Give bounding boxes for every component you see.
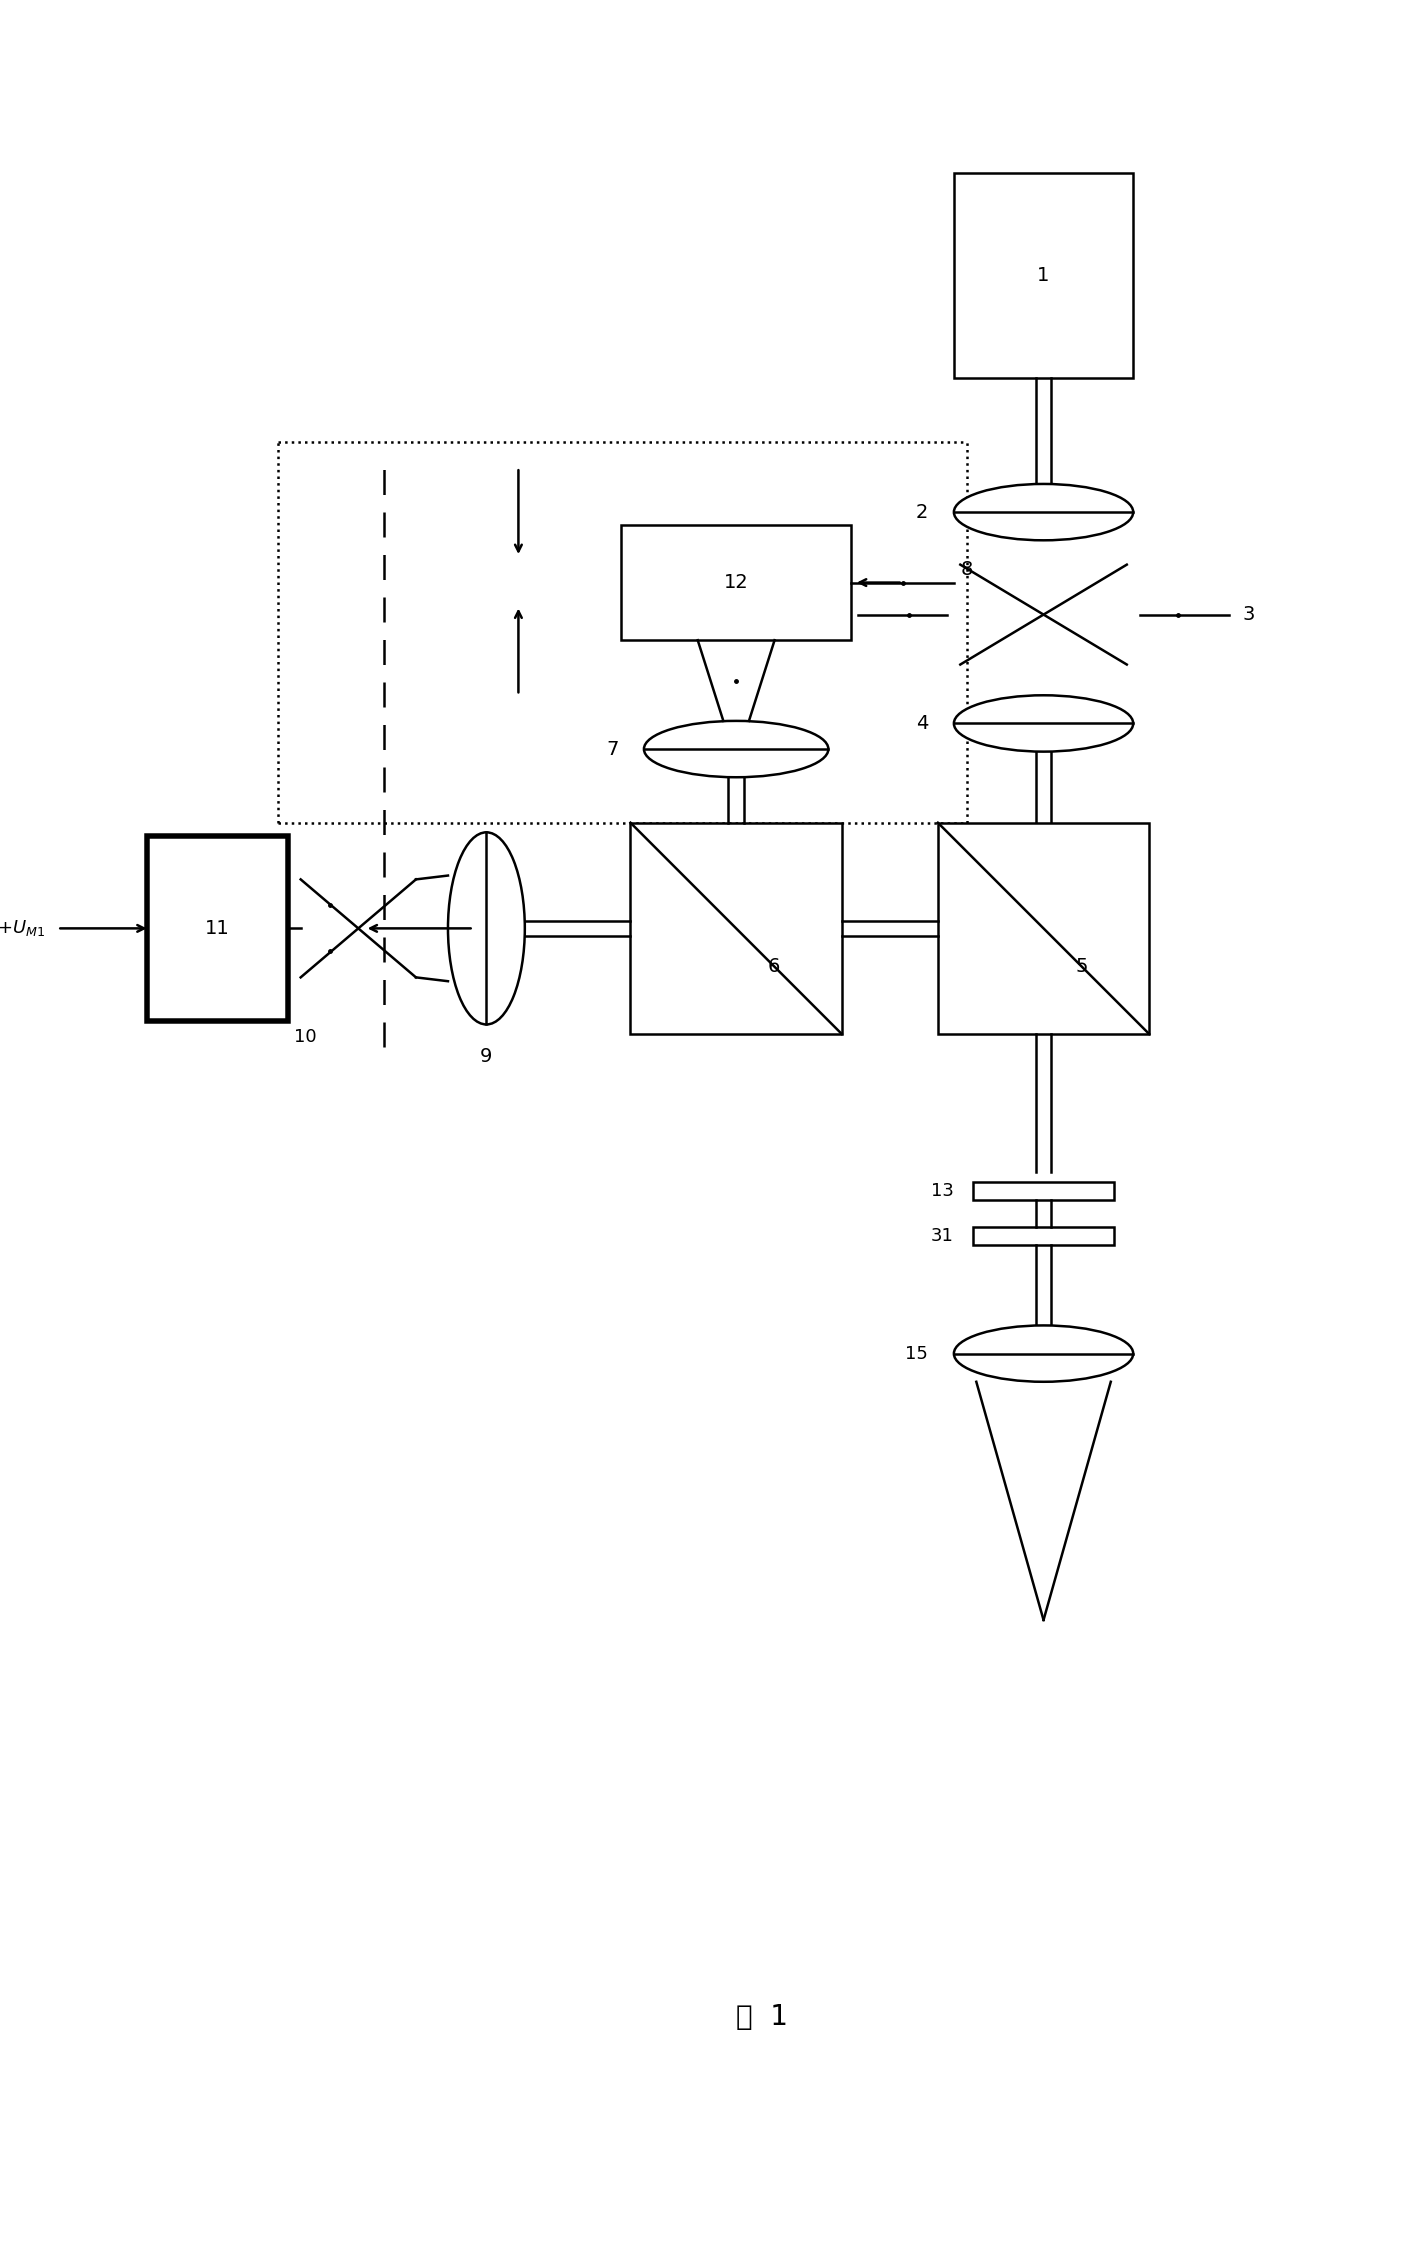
Bar xyxy=(973,1226,1114,1244)
Text: 10: 10 xyxy=(295,1029,317,1047)
Text: 3: 3 xyxy=(1242,605,1255,623)
Text: 31: 31 xyxy=(931,1226,953,1244)
Ellipse shape xyxy=(953,695,1133,751)
Text: 2: 2 xyxy=(916,502,928,522)
Ellipse shape xyxy=(953,484,1133,540)
Bar xyxy=(953,173,1133,379)
Text: 8: 8 xyxy=(961,560,973,578)
Text: 6: 6 xyxy=(768,957,780,975)
Text: 7: 7 xyxy=(606,740,619,757)
Ellipse shape xyxy=(448,831,525,1024)
Bar xyxy=(620,524,851,641)
Ellipse shape xyxy=(953,1324,1133,1383)
Text: 13: 13 xyxy=(931,1181,953,1199)
Text: 5: 5 xyxy=(1076,957,1087,975)
Text: 图  1: 图 1 xyxy=(736,2003,788,2030)
Bar xyxy=(938,822,1150,1033)
Bar xyxy=(630,822,842,1033)
Text: 12: 12 xyxy=(724,574,748,592)
Text: 15: 15 xyxy=(905,1345,928,1363)
Text: 4: 4 xyxy=(916,715,928,733)
Text: $+U_{M1}$: $+U_{M1}$ xyxy=(0,919,44,939)
Bar xyxy=(973,1181,1114,1199)
Text: 11: 11 xyxy=(205,919,229,939)
Ellipse shape xyxy=(645,722,828,778)
Bar xyxy=(147,836,287,1022)
Text: 1: 1 xyxy=(1037,267,1050,285)
Text: 9: 9 xyxy=(480,1047,492,1067)
